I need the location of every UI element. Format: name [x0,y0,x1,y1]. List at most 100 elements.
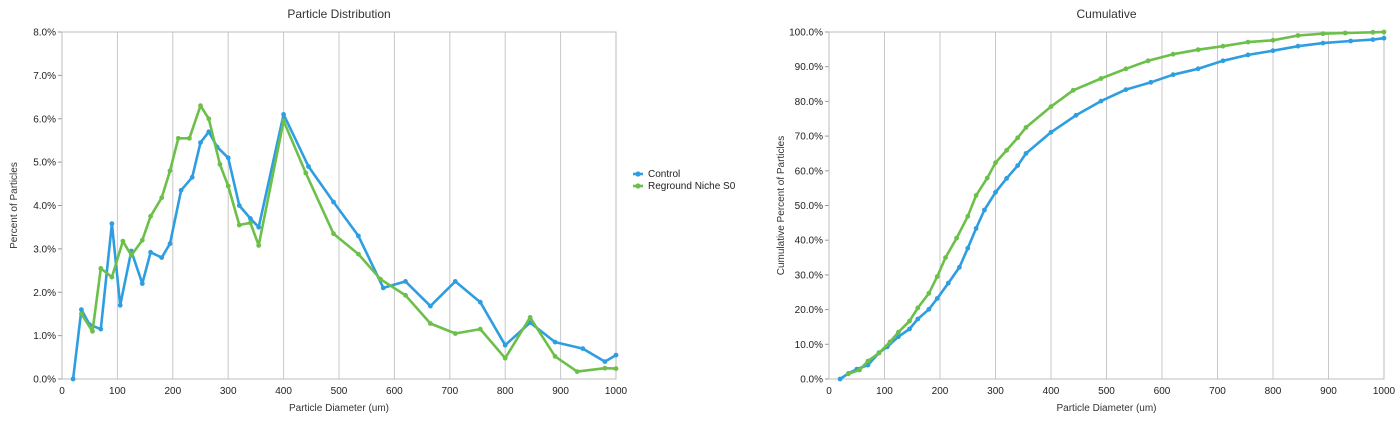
data-point [98,326,104,332]
y-tick-label: 90.0% [795,62,823,73]
x-tick-label: 0 [59,386,65,397]
data-point [117,302,123,308]
data-point [380,285,386,291]
data-point [403,292,408,298]
data-point [1195,47,1201,53]
data-point [1320,31,1326,37]
series-line [71,113,618,381]
x-tick-label: 500 [331,386,348,397]
data-point [1381,29,1387,35]
data-point [378,276,383,282]
y-tick-label: 100.0% [789,28,823,39]
plot-frame [61,31,617,380]
data-point [973,193,979,198]
data-point [982,207,987,213]
y-tick-label: 5.0% [33,158,56,169]
data-point [993,160,998,166]
data-point [613,366,619,371]
data-point [1295,33,1301,38]
data-point [236,203,242,208]
chart-2: Cumulative 0 100 200 300 400 500 600 700 800 900 10… [776,7,1396,414]
y-axis-label: Percent of Particles [9,162,20,249]
y-tick-label: 60.0% [795,166,823,177]
data-point [907,318,912,324]
x-tick-label: 700 [441,386,458,397]
data-point [225,183,231,189]
x-tick-label: 700 [1209,386,1226,397]
series-line [847,30,1386,376]
data-point [236,222,242,228]
chart-1: Particle Distribution 0 100 200 300 400 500 600… [9,7,736,414]
y-tick-label: 30.0% [795,270,823,281]
data-point [1098,76,1104,81]
data-point [574,369,580,374]
data-point [1245,39,1251,45]
x-tick-label: 1000 [605,386,628,397]
legend-label: Control [648,169,680,180]
plot-frame [828,31,1385,380]
data-point [79,307,84,312]
x-tick-label: 300 [220,386,237,397]
y-tick-label: 80.0% [795,97,823,108]
data-point [217,161,223,167]
data-point [1023,125,1029,130]
y-tick-label: 0.0% [33,375,56,386]
data-point [613,352,619,358]
data-point [187,135,192,141]
data-point [1048,129,1054,135]
data-point [403,279,408,284]
data-point [206,129,212,135]
data-point [1048,104,1054,109]
data-point [1342,30,1348,36]
y-tick-label: 50.0% [795,201,823,212]
data-point [502,342,508,348]
data-point [1148,79,1154,85]
data-point [896,329,901,335]
data-point [167,241,173,247]
data-point [1123,87,1129,92]
data-point [1170,72,1176,78]
data-point [1320,40,1326,46]
data-point [198,103,203,109]
x-tick-label: 600 [1154,386,1171,397]
data-point [1381,35,1387,41]
data-point [1073,112,1079,118]
y-tick-label: 10.0% [795,340,823,351]
y-tick-label: 1.0% [33,331,56,342]
data-point [552,339,558,345]
data-point [178,187,184,193]
y-tick-label: 40.0% [795,236,823,247]
data-point [926,290,932,296]
data-point [98,266,104,271]
data-point [907,326,912,332]
data-point [1015,135,1021,141]
data-point [175,135,181,141]
x-tick-label: 800 [497,386,514,397]
x-tick-label: 800 [1265,386,1282,397]
data-point [1295,43,1301,49]
data-point [1270,37,1276,43]
data-point [167,168,173,174]
data-point [198,140,203,146]
data-point [973,226,979,231]
series-2 [79,103,619,374]
data-point [954,235,959,241]
data-point [428,321,433,326]
data-point [957,264,962,270]
data-point [965,213,971,219]
x-tick-label: 900 [552,386,569,397]
data-point [1098,98,1104,104]
chart-title: Cumulative [1076,7,1136,21]
x-tick-label: 200 [164,386,181,397]
data-point [887,339,893,345]
series-2 [846,29,1387,377]
x-tick-label: 400 [275,386,292,397]
data-point [159,195,165,201]
data-point [1370,37,1376,42]
data-point [1123,66,1129,72]
legend-marker [635,171,641,177]
data-point [945,280,951,286]
y-tick-label: 8.0% [33,28,56,39]
data-point [477,299,483,305]
